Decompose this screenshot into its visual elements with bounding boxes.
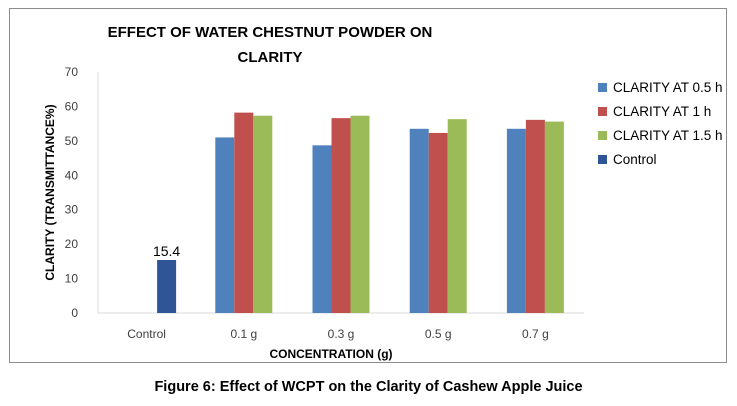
legend-swatch bbox=[598, 155, 607, 164]
x-tick-label: 0.5 g bbox=[425, 327, 452, 341]
bar bbox=[331, 118, 351, 314]
bar bbox=[525, 119, 545, 313]
bar bbox=[234, 112, 254, 313]
chart-frame: EFFECT OF WATER CHESTNUT POWDER ON CLARIT… bbox=[9, 8, 727, 363]
legend-label: CLARITY AT 1.5 h bbox=[613, 128, 723, 143]
x-tick-label: 0.7 g bbox=[522, 327, 549, 341]
x-tick-label: 0.1 g bbox=[230, 327, 257, 341]
legend-label: CLARITY AT 0.5 h bbox=[613, 80, 723, 95]
bar bbox=[428, 132, 448, 313]
y-tick-label: 20 bbox=[65, 237, 79, 251]
chart-title-line: EFFECT OF WATER CHESTNUT POWDER ON bbox=[108, 24, 433, 41]
y-axis-title: CLARITY (TRANSMITTANCE%) bbox=[43, 104, 57, 280]
x-tick-label: 0.3 g bbox=[328, 327, 355, 341]
bar bbox=[544, 121, 564, 313]
bar bbox=[312, 145, 332, 313]
bar bbox=[350, 115, 370, 313]
bar bbox=[253, 115, 273, 313]
figure-caption: Figure 6: Effect of WCPT on the Clarity … bbox=[154, 379, 583, 395]
x-tick-label: Control bbox=[127, 327, 166, 341]
bar bbox=[409, 128, 429, 313]
legend-swatch bbox=[598, 131, 607, 140]
chart-title-line: CLARITY bbox=[238, 49, 303, 66]
bar-chart: EFFECT OF WATER CHESTNUT POWDER ON CLARIT… bbox=[43, 24, 723, 361]
bar bbox=[447, 119, 467, 313]
legend-swatch bbox=[598, 107, 607, 116]
y-tick-label: 30 bbox=[65, 203, 79, 217]
data-label: 15.4 bbox=[153, 243, 180, 259]
bar-control bbox=[157, 259, 177, 313]
bar bbox=[215, 137, 235, 313]
y-tick-label: 10 bbox=[65, 272, 79, 286]
y-tick-label: 0 bbox=[71, 306, 78, 320]
y-tick-label: 40 bbox=[65, 168, 79, 182]
y-tick-label: 50 bbox=[65, 134, 79, 148]
x-axis-title: CONCENTRATION (g) bbox=[269, 347, 392, 361]
legend-label: CLARITY AT 1 h bbox=[613, 104, 711, 119]
legend-swatch bbox=[598, 83, 607, 92]
bar bbox=[506, 128, 526, 313]
legend-label: Control bbox=[613, 152, 657, 167]
y-tick-label: 70 bbox=[65, 65, 79, 79]
y-tick-label: 60 bbox=[65, 99, 79, 113]
